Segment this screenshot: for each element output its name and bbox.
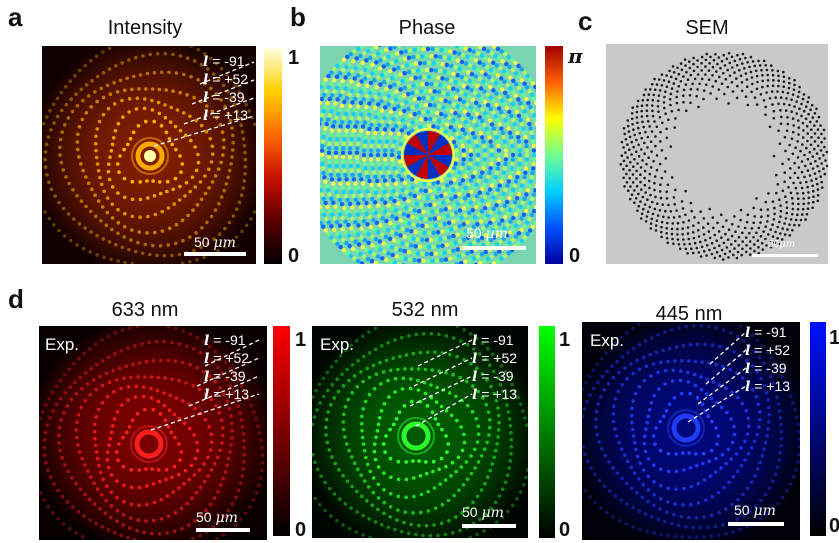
green-colorbar	[539, 326, 555, 538]
wavelength-title: 633 nm	[111, 299, 179, 321]
colorbar-max-label: 1	[295, 329, 307, 351]
colorbar-min-label: 0	[569, 245, 581, 267]
intensity-colorbar	[264, 48, 282, 264]
panel-d-letter: d	[8, 284, 24, 314]
scale-bar-label: 50 μm	[194, 234, 236, 251]
colorbar-min-label: 0	[295, 519, 307, 541]
scale-bar-label: 50 μm	[466, 225, 508, 242]
panel-b-title: Phase	[398, 17, 456, 39]
phase-image	[320, 46, 536, 264]
panel-a-title: Intensity	[107, 17, 183, 39]
order-label: l = -39	[204, 368, 246, 385]
sem-image	[606, 44, 828, 264]
order-label: l = -91	[203, 53, 245, 70]
order-label: l = +52	[203, 71, 249, 88]
colorbar-min-label: 0	[559, 519, 571, 541]
experiment-image-445	[582, 322, 800, 540]
order-label: l = +13	[204, 386, 250, 403]
order-label: l = -91	[204, 332, 246, 349]
scale-bar	[728, 522, 784, 526]
phase-colorbar	[545, 46, 563, 264]
panel-c-letter: c	[578, 6, 593, 36]
scale-bar-label: 50 μm	[196, 509, 238, 526]
order-label: l = +13	[203, 107, 249, 124]
panel-b-letter: b	[290, 2, 306, 32]
panel-a-letter: a	[8, 2, 23, 32]
experiment-image-532	[312, 326, 528, 538]
order-label: l = +52	[204, 350, 250, 367]
colorbar-max-label: 1	[288, 47, 300, 69]
order-label: l = +13	[745, 378, 791, 395]
exp-label: Exp.	[320, 335, 355, 354]
intensity-image	[42, 46, 256, 264]
experiment-image-633	[39, 326, 267, 540]
scale-bar	[196, 528, 250, 532]
colorbar-min-label: 0	[288, 245, 300, 267]
wavelength-title: 532 nm	[391, 299, 459, 321]
order-label: l = -39	[745, 360, 787, 377]
wavelength-title: 445 nm	[655, 303, 723, 325]
order-label: l = -91	[472, 332, 514, 349]
colorbar-max-label: π	[568, 44, 583, 68]
order-label: l = +13	[472, 386, 518, 403]
scale-bar	[184, 252, 246, 256]
order-label: l = -39	[203, 89, 245, 106]
colorbar-max-label: 1	[559, 329, 571, 351]
panel-c-title: SEM	[685, 17, 729, 39]
scale-bar	[462, 246, 526, 250]
scale-bar-label: 50 μm	[462, 504, 504, 521]
order-label: l = +52	[745, 342, 791, 359]
scale-bar	[462, 524, 516, 528]
order-label: l = -39	[472, 368, 514, 385]
exp-label: Exp.	[45, 335, 80, 354]
blue-colorbar	[810, 322, 826, 536]
colorbar-min-label: 0	[829, 515, 839, 537]
scale-bar-label: 50μm	[768, 239, 796, 250]
exp-label: Exp.	[590, 331, 625, 350]
colorbar-max-label: 1	[829, 327, 839, 349]
scale-bar-label: 50 μm	[734, 502, 776, 519]
order-label: l = -91	[745, 324, 787, 341]
scale-bar	[752, 254, 818, 257]
order-label: l = +52	[472, 350, 518, 367]
red-colorbar	[273, 326, 290, 536]
